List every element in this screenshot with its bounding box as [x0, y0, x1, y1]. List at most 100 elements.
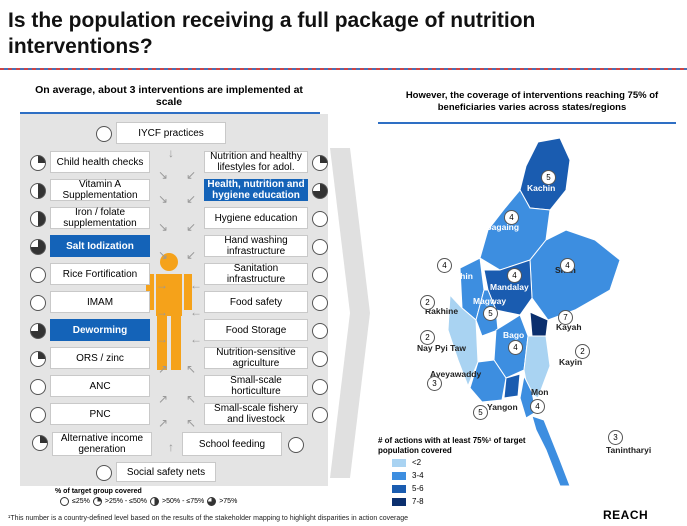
intervention-right-2: Hygiene education	[204, 207, 308, 229]
coverage-icon-left-6	[30, 323, 46, 339]
intervention-school-feeding: School feeding	[182, 432, 282, 456]
arrow-icon: ↙	[186, 220, 197, 234]
myanmar-map	[447, 137, 621, 487]
right-heading-rule	[378, 122, 676, 124]
map-value-kayin: 2	[575, 344, 590, 359]
page-title: Is the population receiving a full packa…	[8, 9, 536, 58]
coverage-icon-left-1	[30, 183, 46, 199]
arrow-icon: ↙	[186, 168, 197, 182]
map-label-kayin: Kayin	[559, 357, 583, 367]
map-legend-item: 7-8	[392, 497, 424, 506]
map-label-mon: Mon	[531, 387, 549, 397]
left-heading-rule	[20, 112, 320, 114]
map-label-mandalay: Mandalay	[490, 282, 529, 292]
coverage-icon-left-7	[30, 351, 46, 367]
footnote: ¹This number is a country-defined level …	[8, 515, 409, 522]
arrow-icon: ↗	[158, 392, 169, 406]
chevron-arrow-icon	[330, 148, 370, 478]
coverage-icon-right-5	[312, 295, 328, 311]
map-value-kachin: 5	[541, 170, 556, 185]
map-label-tanintharyi: Tanintharyi	[606, 445, 652, 455]
title-divider	[0, 68, 687, 70]
arrow-icon: ↓	[168, 146, 174, 160]
intervention-left-9: PNC	[50, 403, 150, 425]
coverage-icon-alt-income	[32, 435, 48, 451]
arrow-icon: →	[156, 332, 168, 346]
map-value-nay-pyi-taw: 2	[420, 330, 435, 345]
region-shan	[529, 229, 621, 321]
coverage-icon-right-3	[312, 239, 328, 255]
arrow-icon: ↙	[186, 192, 197, 206]
map-legend-label: 5-6	[412, 484, 424, 493]
intervention-left-5: IMAM	[50, 291, 150, 313]
coverage-icon-iycf	[96, 126, 112, 142]
arrow-icon: ↗	[158, 416, 169, 430]
map-legend-label: 7-8	[412, 497, 424, 506]
map-legend-swatch	[392, 497, 406, 506]
intervention-right-5: Food safety	[204, 291, 308, 313]
map-legend-item: <2	[392, 458, 421, 467]
right-heading: However, the coverage of interventions r…	[405, 90, 659, 113]
map-value-kayah: 7	[558, 310, 573, 325]
map-label-kayah: Kayah	[556, 322, 582, 332]
region-ayeyawaddy	[469, 359, 507, 403]
region-yangon	[503, 373, 521, 399]
map-value-shan: 4	[560, 258, 575, 273]
coverage-icon-safety-nets	[96, 465, 112, 481]
coverage-legend-label: >50% - ≤75%	[162, 498, 205, 505]
map-label-chin: Chin	[454, 271, 473, 281]
map-label-rakhine: Rakhine	[425, 306, 459, 316]
coverage-legend-label: ≤25%	[72, 498, 90, 505]
intervention-right-0: Nutrition and healthy lifestyles for ado…	[204, 151, 308, 173]
arrow-icon: ↘	[158, 192, 169, 206]
intervention-left-6: Deworming	[50, 319, 150, 341]
intervention-safety-nets: Social safety nets	[116, 462, 216, 482]
map-legend-item: 5-6	[392, 484, 424, 493]
region-tanintharyi	[531, 415, 571, 487]
intervention-alt-income: Alternative income generation	[52, 432, 152, 456]
arrow-icon: →	[156, 278, 168, 292]
coverage-legend-icon-3	[207, 497, 217, 506]
coverage-icon-left-4	[30, 267, 46, 283]
arrow-icon: ↘	[158, 248, 169, 262]
intervention-left-0: Child health checks	[50, 151, 150, 173]
map-value-rakhine: 2	[420, 295, 435, 310]
coverage-icon-left-3	[30, 239, 46, 255]
intervention-right-3: Hand washing infrastructure	[204, 235, 308, 257]
coverage-icon-right-2	[312, 211, 328, 227]
coverage-icon-right-7	[312, 351, 328, 367]
map-legend-swatch	[392, 484, 406, 493]
arrow-icon: ←	[190, 278, 202, 292]
map-value-chin: 4	[437, 258, 452, 273]
map-value-mandalay: 4	[507, 268, 522, 283]
coverage-icon-left-2	[30, 211, 46, 227]
intervention-iycf: IYCF practices	[116, 122, 226, 144]
region-kayin	[523, 335, 551, 399]
map-label-sagaing: Sagaing	[486, 222, 520, 232]
coverage-icon-right-9	[312, 407, 328, 423]
arrow-icon: ↖	[186, 362, 197, 376]
coverage-icon-right-4	[312, 267, 328, 283]
arrow-icon: →	[156, 305, 168, 319]
region-rakhine	[447, 293, 479, 388]
coverage-icon-right-8	[312, 379, 328, 395]
intervention-left-3: Salt Iodization	[50, 235, 150, 257]
coverage-icon-left-8	[30, 379, 46, 395]
map-label-magway: Magway	[473, 296, 507, 306]
intervention-left-4: Rice Fortification	[50, 263, 150, 285]
map-label-ayeyawaddy: Ayeyawaddy	[430, 369, 482, 379]
person-icon	[146, 253, 192, 370]
coverage-icon-right-6	[312, 323, 328, 339]
map-label-yangon: Yangon	[487, 402, 518, 412]
coverage-legend-icon-1	[92, 497, 102, 506]
map-value-ayeyawaddy: 3	[427, 376, 442, 391]
map-legend-item: 3-4	[392, 471, 424, 480]
coverage-icon-right-1	[312, 183, 328, 199]
coverage-icon-right-0	[312, 155, 328, 171]
arrow-icon: ↖	[186, 392, 197, 406]
coverage-icon-left-9	[30, 407, 46, 423]
map-value-bago: 4	[508, 340, 523, 355]
intervention-left-8: ANC	[50, 375, 150, 397]
map-value-magway: 5	[483, 306, 498, 321]
coverage-legend-icon-2	[150, 497, 160, 506]
